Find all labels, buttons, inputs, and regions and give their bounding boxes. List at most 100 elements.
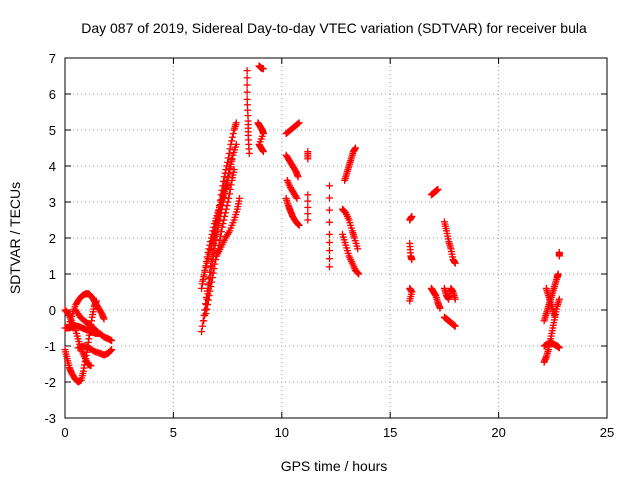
data-point — [227, 160, 235, 168]
x-axis-label: GPS time / hours — [281, 458, 388, 474]
data-point — [198, 284, 206, 292]
data-point — [200, 317, 208, 325]
data-point — [207, 283, 215, 291]
data-point — [225, 149, 233, 157]
data-point — [551, 313, 559, 321]
data-point — [213, 219, 221, 227]
data-point — [304, 197, 312, 205]
data-point — [200, 273, 208, 281]
data-point — [201, 268, 209, 276]
data-point — [206, 287, 214, 295]
data-point — [203, 259, 211, 267]
data-point — [107, 347, 115, 354]
data-point — [228, 156, 236, 164]
data-point — [210, 232, 218, 240]
data-point — [555, 344, 563, 352]
x-tick-label: 20 — [491, 425, 505, 440]
data-point — [294, 120, 302, 128]
x-tick-label: 10 — [275, 425, 289, 440]
data-point — [243, 74, 251, 82]
data-point — [217, 228, 225, 236]
data-point — [304, 216, 312, 224]
data-point — [325, 263, 333, 271]
data-point — [243, 88, 251, 96]
data-point — [436, 304, 444, 312]
data-point — [223, 202, 231, 210]
data-point — [218, 223, 226, 231]
data-point — [198, 322, 206, 330]
y-tick-label: 5 — [49, 123, 56, 138]
data-point — [227, 181, 235, 189]
data-point — [325, 182, 333, 190]
data-point — [226, 145, 234, 153]
data-point — [228, 137, 236, 145]
data-point — [209, 269, 217, 277]
data-point — [221, 212, 229, 220]
data-point — [325, 239, 333, 246]
data-point — [451, 259, 459, 267]
data-point — [100, 315, 108, 323]
data-point — [211, 228, 219, 236]
data-point — [243, 67, 251, 75]
data-point — [224, 154, 232, 162]
data-point — [245, 149, 253, 157]
x-tick-label: 25 — [600, 425, 614, 440]
data-point — [232, 119, 240, 127]
data-point — [325, 255, 333, 263]
data-point — [221, 183, 229, 191]
data-point — [434, 185, 442, 193]
data-point — [408, 212, 416, 220]
y-tick-label: 0 — [49, 303, 56, 318]
data-point — [220, 187, 228, 195]
data-point — [94, 328, 102, 336]
ticks-layer: 0 5 10 15 20 25 -3 -2 -1 0 1 2 3 4 5 6 7 — [44, 51, 614, 440]
data-point — [198, 328, 206, 336]
x-tick-label: 15 — [383, 425, 397, 440]
data-point — [216, 205, 224, 213]
data-point — [451, 322, 459, 330]
data-point — [225, 190, 233, 198]
data-point — [212, 223, 220, 231]
data-point — [406, 297, 414, 305]
data-point — [224, 198, 232, 206]
y-tick-label: 3 — [49, 195, 56, 210]
data-point — [225, 169, 233, 177]
y-tick-label: -3 — [44, 411, 56, 426]
y-tick-label: -2 — [44, 375, 56, 390]
data-point — [207, 241, 215, 249]
y-tick-label: 7 — [49, 51, 56, 66]
data-points — [61, 62, 563, 386]
x-tick-label: 0 — [61, 425, 68, 440]
data-point — [304, 191, 312, 199]
data-point — [294, 221, 302, 228]
data-point — [201, 311, 209, 319]
data-point — [325, 194, 333, 202]
chart-title: Day 087 of 2019, Sidereal Day-to-day VTE… — [81, 20, 587, 36]
data-point — [325, 247, 333, 255]
data-point — [108, 346, 116, 354]
data-point — [199, 277, 207, 285]
data-point — [354, 245, 362, 253]
y-tick-label: -1 — [44, 339, 56, 354]
data-point — [304, 203, 312, 211]
data-point — [204, 255, 212, 263]
data-point — [304, 155, 312, 163]
data-point — [204, 301, 212, 309]
data-point — [211, 260, 219, 268]
data-point — [204, 296, 212, 304]
data-point — [203, 305, 211, 313]
data-point — [221, 209, 229, 217]
data-point — [228, 133, 236, 141]
y-tick-label: 1 — [49, 267, 56, 282]
data-point — [236, 194, 244, 202]
data-point — [555, 248, 563, 256]
data-point — [295, 221, 303, 229]
data-point — [294, 173, 302, 181]
data-point — [259, 148, 267, 156]
y-tick-label: 6 — [49, 87, 56, 102]
data-point — [87, 362, 95, 370]
data-point — [202, 310, 210, 318]
data-point — [217, 201, 225, 209]
data-point — [295, 119, 303, 127]
